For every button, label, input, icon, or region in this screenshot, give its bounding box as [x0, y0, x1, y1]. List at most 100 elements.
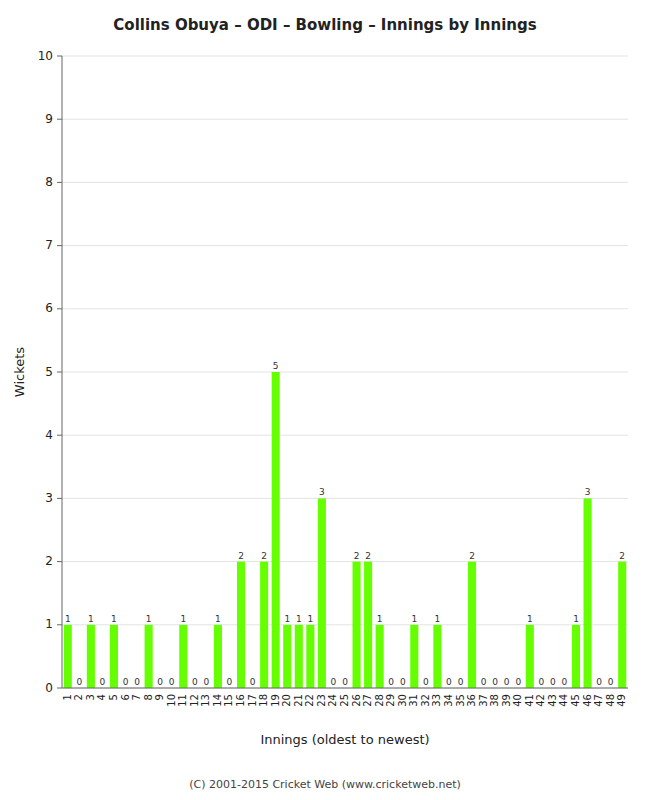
y-axis-line — [62, 56, 63, 688]
data-label: 0 — [157, 677, 163, 687]
data-label: 2 — [238, 551, 244, 561]
x-tick-label: 43 — [547, 694, 558, 707]
data-label: 1 — [88, 614, 94, 624]
data-label: 1 — [284, 614, 290, 624]
bar — [237, 562, 245, 688]
data-label: 0 — [250, 677, 256, 687]
bar — [110, 625, 118, 688]
bar — [306, 625, 314, 688]
bar — [572, 625, 580, 688]
grid-line — [62, 498, 628, 499]
data-label: 0 — [539, 677, 545, 687]
data-label: 0 — [550, 677, 556, 687]
x-tick-label: 17 — [247, 694, 258, 707]
data-label: 0 — [227, 677, 233, 687]
bar — [64, 625, 72, 688]
x-tick-label: 11 — [177, 694, 188, 707]
y-tick-label: 5 — [45, 365, 53, 379]
footer-annotation: (C) 2001-2015 Cricket Web (www.cricketwe… — [189, 778, 461, 791]
bar — [618, 562, 626, 688]
x-tick-label: 23 — [316, 694, 327, 707]
grid-line — [62, 372, 628, 373]
x-tick-label: 47 — [593, 694, 604, 707]
bar — [526, 625, 534, 688]
data-label: 2 — [619, 551, 625, 561]
data-label: 0 — [100, 677, 106, 687]
y-axis: 012345678910 — [38, 49, 62, 695]
data-label: 0 — [342, 677, 348, 687]
data-labels: 1010100100100102025111300221001010020000… — [65, 361, 625, 687]
data-label: 2 — [354, 551, 360, 561]
x-tick-label: 46 — [582, 694, 593, 707]
data-label: 0 — [481, 677, 487, 687]
y-tick-label: 2 — [45, 554, 53, 568]
data-label: 1 — [377, 614, 383, 624]
y-axis-title: Wickets — [12, 347, 27, 397]
x-tick-label: 20 — [281, 694, 292, 707]
x-tick-label: 35 — [455, 694, 466, 707]
data-label: 0 — [423, 677, 429, 687]
x-tick-label: 16 — [235, 694, 246, 707]
y-tick-label: 0 — [45, 681, 53, 695]
data-label: 1 — [180, 614, 186, 624]
bar — [364, 562, 372, 688]
x-tick-label: 49 — [616, 694, 627, 707]
data-label: 1 — [573, 614, 579, 624]
bar — [410, 625, 418, 688]
x-tick-label: 29 — [385, 694, 396, 707]
x-tick-label: 37 — [478, 694, 489, 707]
data-label: 0 — [388, 677, 394, 687]
grid-line — [62, 56, 628, 57]
y-tick — [57, 245, 62, 246]
data-label: 0 — [123, 677, 129, 687]
data-label: 0 — [504, 677, 510, 687]
x-tick-label: 32 — [420, 694, 431, 707]
y-tick — [57, 119, 62, 120]
x-tick-label: 31 — [408, 694, 419, 707]
grid-line — [62, 182, 628, 183]
bars — [64, 372, 627, 688]
y-tick — [57, 498, 62, 499]
bar — [468, 562, 476, 688]
data-label: 0 — [400, 677, 406, 687]
y-tick — [57, 688, 62, 689]
data-label: 0 — [192, 677, 198, 687]
data-label: 5 — [273, 361, 279, 371]
x-tick-label: 34 — [443, 694, 454, 707]
y-tick-label: 6 — [45, 301, 53, 315]
x-tick-label: 22 — [304, 694, 315, 707]
x-tick-label: 45 — [570, 694, 581, 707]
x-tick-label: 13 — [200, 694, 211, 707]
y-tick-label: 9 — [45, 112, 53, 126]
data-label: 1 — [435, 614, 441, 624]
data-label: 0 — [562, 677, 568, 687]
grid-line — [62, 435, 628, 436]
data-label: 1 — [307, 614, 313, 624]
y-tick-label: 4 — [45, 428, 53, 442]
x-tick-label: 28 — [374, 694, 385, 707]
y-tick — [57, 561, 62, 562]
data-label: 2 — [261, 551, 267, 561]
y-tick — [57, 372, 62, 373]
x-tick-label: 14 — [212, 694, 223, 707]
x-tick-label: 4 — [96, 694, 107, 700]
bar — [353, 562, 361, 688]
x-tick-label: 48 — [605, 694, 616, 707]
data-label: 0 — [515, 677, 521, 687]
data-label: 0 — [169, 677, 175, 687]
y-tick — [57, 56, 62, 57]
data-label: 2 — [469, 551, 475, 561]
y-tick — [57, 308, 62, 309]
grid-line — [62, 688, 628, 689]
x-tick-label: 38 — [489, 694, 500, 707]
y-tick-label: 10 — [38, 49, 53, 63]
grid-line — [62, 308, 628, 309]
data-label: 1 — [146, 614, 152, 624]
bar — [283, 625, 291, 688]
x-tick-label: 24 — [327, 694, 338, 707]
x-axis-line — [62, 688, 628, 689]
x-tick-label: 40 — [512, 694, 523, 707]
x-tick-label: 42 — [535, 694, 546, 707]
x-tick-label: 21 — [293, 694, 304, 707]
bar — [145, 625, 153, 688]
